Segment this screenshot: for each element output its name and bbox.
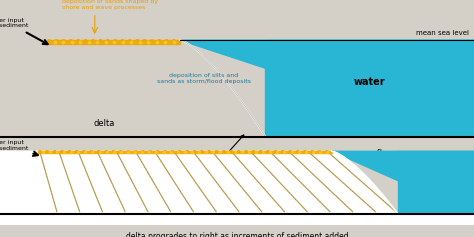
Polygon shape bbox=[47, 40, 180, 44]
Text: deposition of sands shaped by
shore and wave processes: deposition of sands shaped by shore and … bbox=[62, 0, 158, 9]
Polygon shape bbox=[398, 151, 474, 214]
Polygon shape bbox=[0, 151, 474, 225]
Polygon shape bbox=[332, 151, 474, 214]
Text: deposition of muds
beneath wave base: deposition of muds beneath wave base bbox=[180, 135, 244, 177]
Text: seafloor: seafloor bbox=[362, 149, 396, 158]
Text: river input
of sediment: river input of sediment bbox=[0, 141, 38, 156]
Text: river input
of sediment: river input of sediment bbox=[0, 18, 48, 44]
Text: deposition of silts and
sands as storm/flood deposits: deposition of silts and sands as storm/f… bbox=[157, 73, 251, 84]
Text: delta: delta bbox=[93, 119, 115, 128]
Polygon shape bbox=[0, 5, 474, 166]
Text: delta progrades to right as increments of sediment added: delta progrades to right as increments o… bbox=[126, 232, 348, 237]
Text: water: water bbox=[354, 77, 385, 87]
Polygon shape bbox=[265, 40, 474, 137]
Text: mean sea level: mean sea level bbox=[416, 30, 469, 36]
Polygon shape bbox=[180, 40, 474, 137]
Polygon shape bbox=[38, 151, 332, 153]
